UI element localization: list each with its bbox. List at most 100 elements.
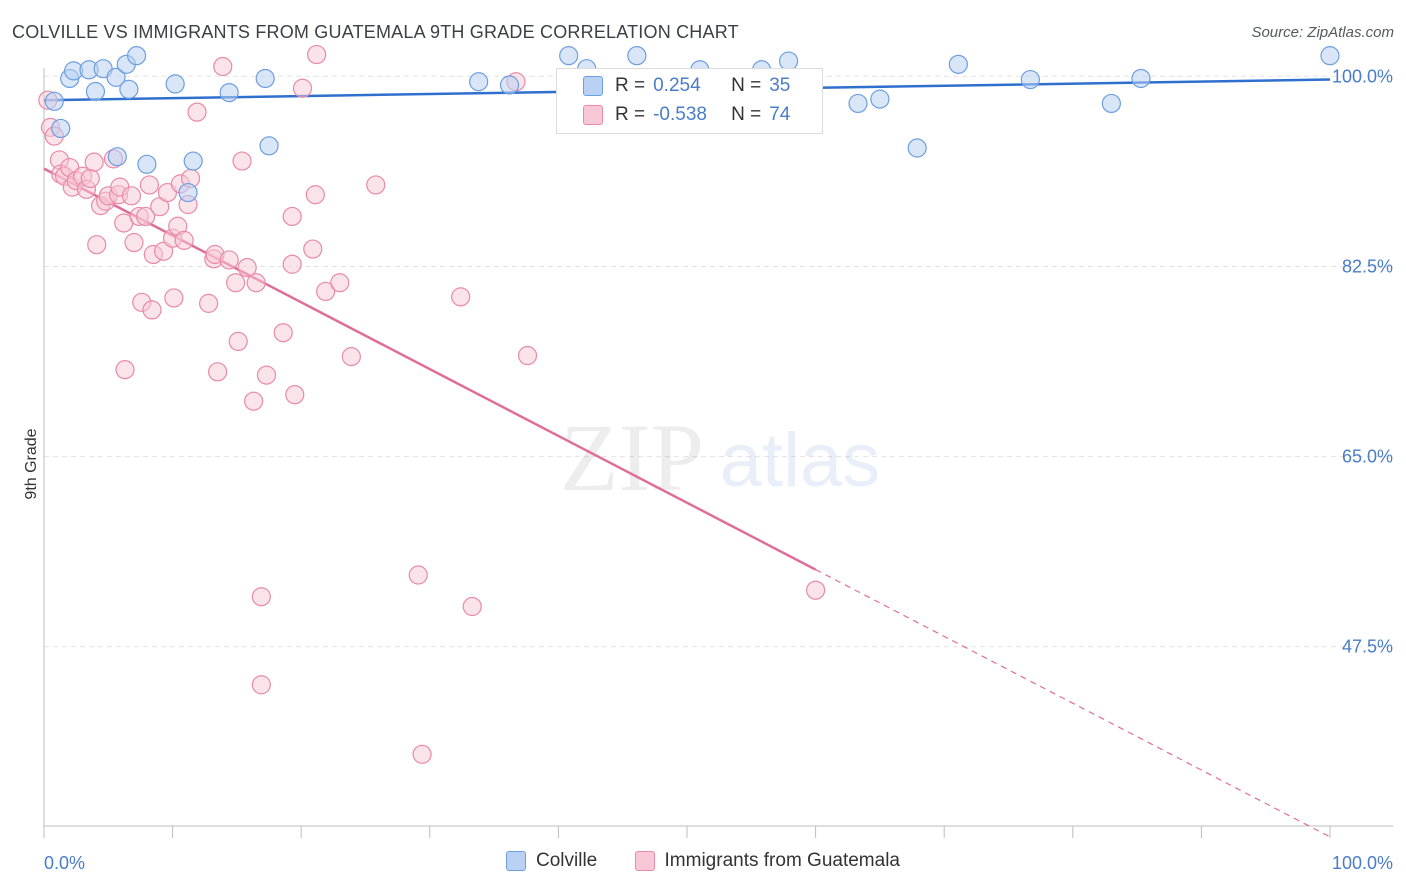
trend-line-guatemala — [43, 167, 817, 571]
y-axis-title: 9th Grade — [23, 428, 40, 499]
data-point-colville — [870, 89, 890, 109]
data-point-guatemala — [115, 360, 135, 380]
data-point-guatemala — [219, 250, 239, 270]
y-tick-label: 65.0% — [1342, 447, 1393, 467]
legend-item-guatemala: Immigrants from Guatemala — [634, 850, 900, 872]
data-point-colville — [126, 46, 147, 66]
data-point-guatemala — [292, 78, 313, 98]
r-label: R = — [615, 75, 646, 96]
data-point-guatemala — [305, 185, 325, 205]
data-point-guatemala — [187, 102, 207, 122]
data-point-colville — [948, 54, 968, 74]
data-point-guatemala — [199, 293, 219, 313]
data-point-guatemala — [316, 281, 336, 302]
x-tick-label-max: 100.0% — [1332, 853, 1393, 873]
data-point-guatemala — [408, 565, 428, 585]
data-point-guatemala — [213, 56, 233, 77]
data-point-guatemala — [208, 362, 228, 382]
guatemala-swatch — [583, 105, 603, 125]
data-point-guatemala — [228, 331, 248, 352]
data-point-guatemala — [282, 254, 302, 274]
data-point-colville — [627, 46, 647, 66]
data-point-colville — [499, 75, 520, 95]
legend-label-colville: Colville — [536, 850, 598, 871]
legend-item-colville: Colville — [506, 850, 597, 872]
r-value-guatemala: -0.538 — [653, 104, 707, 125]
data-point-guatemala — [232, 151, 252, 171]
watermark-zip: ZIP — [560, 404, 704, 511]
n-label: N = — [731, 75, 762, 96]
data-point-guatemala — [251, 587, 271, 607]
n-value-guatemala: 74 — [769, 104, 791, 125]
legend-swatch-colville — [506, 851, 526, 871]
data-point-colville — [137, 154, 157, 174]
n-value-colville: 35 — [769, 75, 791, 96]
y-tick-label: 47.5% — [1342, 637, 1393, 657]
stats-box: R = 0.254 N = 35 R = -0.538 N = 74 — [556, 68, 823, 134]
data-point-colville — [1020, 69, 1040, 90]
stats-row-guatemala: R = -0.538 N = 74 — [557, 100, 790, 130]
watermark: ZIP atlas — [560, 404, 880, 511]
axes — [43, 68, 1393, 838]
data-point-colville — [165, 74, 185, 94]
stats-row-colville: R = 0.254 N = 35 — [557, 71, 790, 101]
source-label: Source: ZipAtlas.com — [1251, 24, 1394, 41]
data-point-colville — [44, 91, 64, 111]
data-point-guatemala — [330, 273, 350, 293]
r-value-colville: 0.254 — [653, 75, 701, 96]
data-point-guatemala — [237, 257, 257, 278]
data-point-colville — [85, 81, 106, 102]
data-point-colville — [107, 147, 127, 167]
y-tick-labels: 100.0% 82.5% 65.0% 47.5% — [1332, 66, 1393, 656]
data-point-guatemala — [451, 287, 471, 307]
data-point-colville — [178, 182, 198, 203]
data-point-guatemala — [124, 232, 144, 253]
data-point-guatemala — [121, 186, 142, 206]
data-point-guatemala — [805, 580, 826, 600]
data-point-guatemala — [142, 300, 162, 320]
data-point-guatemala — [307, 44, 327, 65]
data-point-guatemala — [80, 168, 100, 189]
data-point-guatemala — [285, 385, 305, 405]
data-point-guatemala — [153, 241, 174, 261]
data-point-colville — [848, 93, 868, 114]
data-point-colville — [259, 136, 279, 156]
data-point-guatemala — [164, 288, 184, 308]
watermark-atlas: atlas — [720, 418, 881, 503]
data-point-guatemala — [84, 152, 104, 172]
data-point-colville — [255, 68, 275, 89]
data-point-colville — [469, 72, 489, 92]
data-point-colville — [119, 79, 139, 99]
trend-line-guatemala-extension — [815, 569, 1331, 838]
r-label: R = — [615, 104, 646, 125]
legend: Colville Immigrants from Guatemala — [0, 850, 1406, 877]
data-point-colville — [907, 138, 927, 158]
data-point-guatemala — [174, 230, 194, 250]
data-point-guatemala — [139, 175, 160, 195]
y-tick-label: 82.5% — [1342, 256, 1393, 276]
x-tick-label-min: 0.0% — [44, 853, 85, 873]
data-point-colville — [106, 67, 126, 87]
data-point-guatemala — [341, 347, 361, 367]
chart-title: COLVILLE VS IMMIGRANTS FROM GUATEMALA 9T… — [12, 22, 739, 42]
data-point-guatemala — [366, 175, 386, 195]
data-point-guatemala — [244, 391, 264, 411]
data-point-guatemala — [412, 744, 432, 764]
data-point-colville — [183, 151, 203, 171]
data-point-colville — [1320, 46, 1340, 66]
data-point-colville — [51, 118, 71, 139]
data-point-guatemala — [256, 365, 277, 385]
data-point-colville — [559, 46, 579, 66]
data-point-guatemala — [87, 235, 107, 255]
data-point-guatemala — [135, 206, 156, 227]
data-point-guatemala — [246, 273, 266, 293]
data-point-colville — [1131, 68, 1151, 89]
series-guatemala — [38, 44, 826, 764]
legend-swatch-guatemala — [634, 851, 655, 871]
data-point-colville — [219, 82, 239, 103]
y-tick-label: 100.0% — [1332, 66, 1393, 86]
n-label: N = — [731, 104, 762, 125]
data-point-guatemala — [251, 675, 271, 695]
colville-swatch — [583, 76, 603, 96]
data-point-colville — [1101, 93, 1121, 114]
